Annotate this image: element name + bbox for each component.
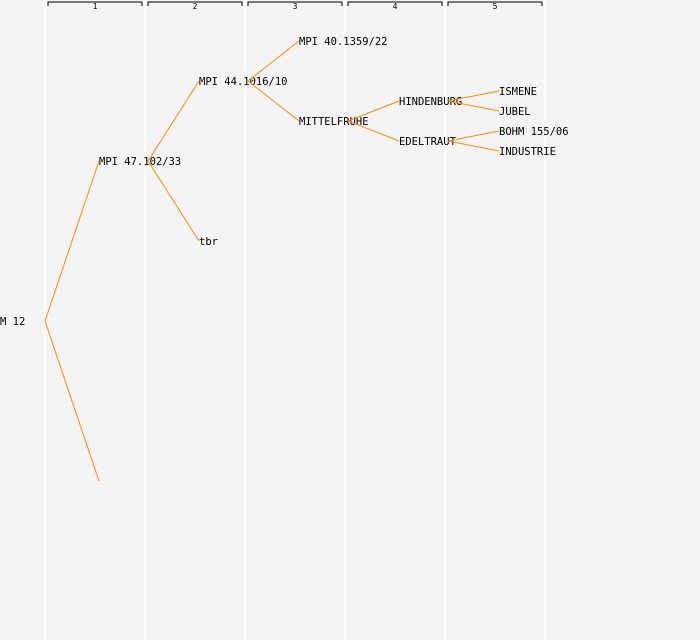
ancestor-label[interactable]: EDELTRAUT (399, 136, 457, 148)
sire-link (44, 160, 100, 322)
dam-link (447, 100, 500, 112)
generation-bracket (347, 1, 443, 6)
subject-label[interactable]: M 12 (0, 316, 25, 328)
sire-link (447, 130, 500, 142)
ancestor-label[interactable]: MPI 47.102/33 (99, 156, 181, 168)
generation-bracket (147, 1, 243, 6)
generation-header: 1 (93, 2, 98, 11)
ancestor-label[interactable]: MPI 40.1359/22 (299, 36, 388, 48)
dam-link (347, 120, 400, 142)
ancestor-label[interactable]: tbr (199, 236, 218, 248)
ancestor-label[interactable]: ISMENE (499, 86, 537, 98)
ancestor-label[interactable]: MPI 44.1016/10 (199, 76, 288, 88)
generation-header: 2 (193, 2, 198, 11)
dam-link (247, 80, 300, 122)
dam-link (147, 160, 200, 242)
ancestor-label[interactable]: BOHM 155/06 (499, 126, 569, 138)
sire-link (247, 40, 300, 82)
dam-link (44, 320, 100, 482)
generation-bracket (247, 1, 343, 6)
ancestor-label[interactable]: INDUSTRIE (499, 146, 556, 158)
generation-header: 3 (293, 2, 298, 11)
sire-link (147, 80, 200, 162)
generation-header: 4 (393, 2, 398, 11)
dam-link (447, 140, 500, 152)
generation-header: 5 (493, 2, 498, 11)
ancestor-label[interactable]: JUBEL (499, 106, 531, 118)
ancestor-label[interactable]: HINDENBURG (399, 96, 462, 108)
sire-link (347, 100, 400, 122)
ancestor-label[interactable]: MITTELFRUHE (299, 116, 369, 128)
sire-link (447, 90, 500, 102)
generation-bracket (47, 1, 143, 6)
generation-bracket (447, 1, 543, 6)
